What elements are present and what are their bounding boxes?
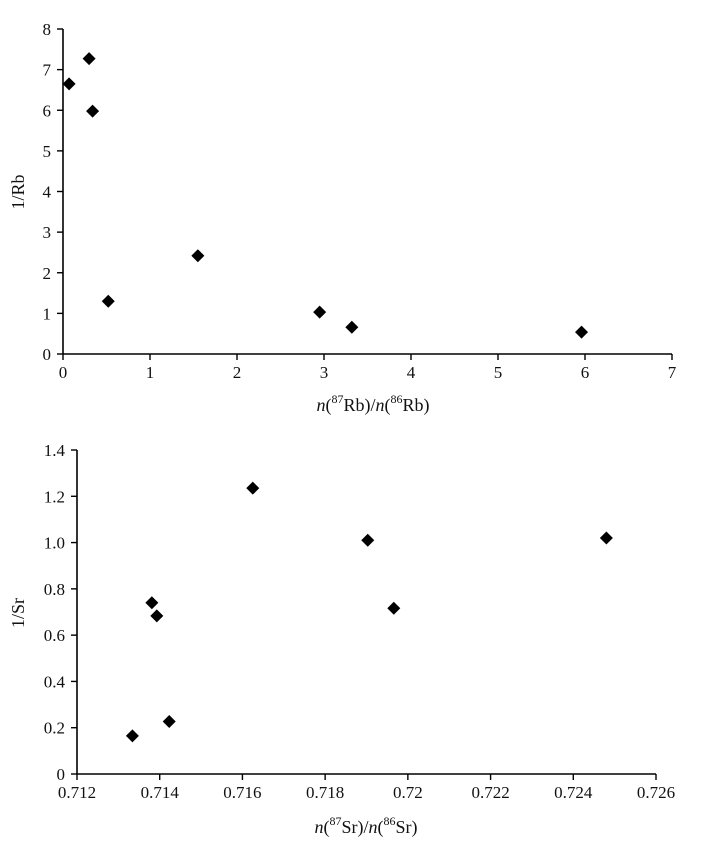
rb-data-point <box>575 325 589 339</box>
sr-data-point <box>387 601 401 615</box>
sr-x-axis-title: n(87Sr)/n(86Sr) <box>314 814 417 838</box>
sr-x-tick-label: 0.712 <box>58 783 96 802</box>
rb-y-tick-label: 0 <box>43 345 52 364</box>
rb-x-tick-label: 5 <box>494 363 503 382</box>
sr-x-tick-label: 0.714 <box>141 783 180 802</box>
rb-x-tick-label: 0 <box>59 363 68 382</box>
rb-data-point <box>101 294 115 308</box>
rb-x-tick-label: 4 <box>407 363 416 382</box>
rb-x-tick-label: 1 <box>146 363 155 382</box>
rb-data-point <box>345 320 359 334</box>
rb-x-tick-label: 3 <box>320 363 329 382</box>
rb-y-tick-label: 3 <box>43 223 52 242</box>
sr-data-point <box>162 714 176 728</box>
rb-ticks: 0 1 2 3 4 5 6 7 0 1 2 3 4 5 6 7 8 <box>43 20 677 382</box>
sr-y-tick-label: 1.2 <box>44 487 65 506</box>
sr-x-tick-label: 0.72 <box>393 783 423 802</box>
rb-y-tick-label: 1 <box>43 304 52 323</box>
rb-scatter-chart: 0 1 2 3 4 5 6 7 0 1 2 3 4 5 6 7 8 1/Rb n(87Rb)/n(86Rb) <box>8 20 677 416</box>
sr-data-point <box>361 533 375 547</box>
rb-y-axis-title: 1/Rb <box>8 174 28 209</box>
rb-y-tick-label: 8 <box>43 20 52 39</box>
sr-y-tick-label: 0.4 <box>44 672 66 691</box>
rb-y-tick-label: 7 <box>43 61 52 80</box>
rb-data-point <box>191 249 205 263</box>
sr-ticks: 0.712 0.714 0.716 0.718 0.72 0.722 0.724 0.726 0… <box>44 441 675 802</box>
sr-y-axis-title: 1/Sr <box>8 598 28 628</box>
rb-x-tick-label: 2 <box>233 363 242 382</box>
sr-data-point <box>125 729 139 743</box>
rb-y-tick-label: 4 <box>43 183 52 202</box>
sr-x-tick-label: 0.726 <box>637 783 675 802</box>
sr-data-point <box>145 596 159 610</box>
rb-data-point <box>82 52 96 66</box>
sr-y-tick-label: 0 <box>57 765 66 784</box>
sr-y-tick-label: 1.4 <box>44 441 66 460</box>
rb-data-point <box>313 305 327 319</box>
rb-y-tick-label: 6 <box>43 101 52 120</box>
rb-x-axis-title: n(87Rb)/n(86Rb) <box>316 392 429 416</box>
rb-x-tick-label: 6 <box>581 363 590 382</box>
sr-x-tick-label: 0.718 <box>306 783 344 802</box>
sr-markers <box>125 481 613 743</box>
sr-y-tick-label: 0.6 <box>44 626 65 645</box>
sr-data-point <box>599 531 613 545</box>
sr-data-point <box>150 609 164 623</box>
rb-x-tick-label: 7 <box>668 363 677 382</box>
sr-y-tick-label: 0.2 <box>44 719 65 738</box>
sr-data-point <box>246 481 260 495</box>
rb-data-point <box>62 77 76 91</box>
sr-y-tick-label: 1.0 <box>44 534 65 553</box>
sr-x-tick-label: 0.716 <box>223 783 261 802</box>
sr-x-tick-label: 0.722 <box>471 783 509 802</box>
rb-y-tick-label: 5 <box>43 142 52 161</box>
sr-x-tick-label: 0.724 <box>554 783 593 802</box>
sr-y-tick-label: 0.8 <box>44 580 65 599</box>
rb-markers <box>62 52 589 339</box>
sr-scatter-chart: 0.712 0.714 0.716 0.718 0.72 0.722 0.724 0.726 0… <box>8 441 675 838</box>
rb-data-point <box>86 104 100 118</box>
rb-y-tick-label: 2 <box>43 264 52 283</box>
